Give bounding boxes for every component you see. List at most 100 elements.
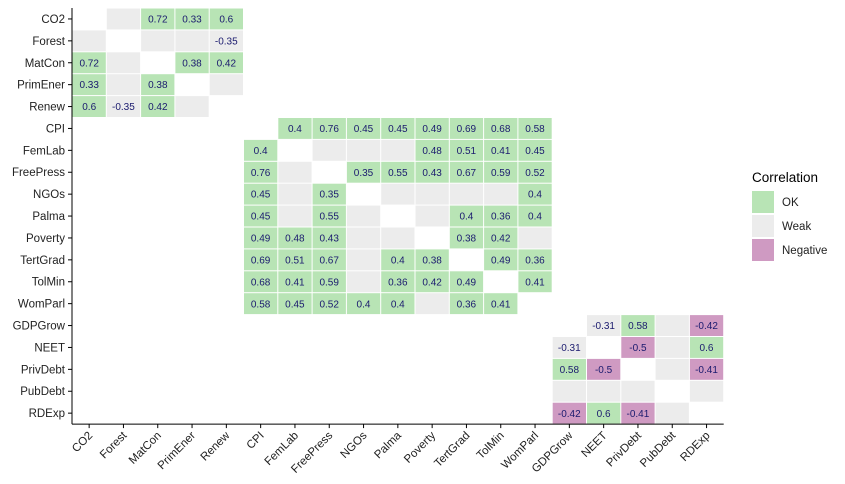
heatmap-cell-NGOs-FreePress: [312, 183, 346, 205]
cell-value-TertGrad-Palma: 0.4: [391, 255, 405, 266]
heatmap-cell-CPI-Poverty: [415, 118, 449, 139]
heatmap-cell-FreePress-CPI: [244, 161, 278, 183]
heatmap-cell-PrimEner-MatCon: [141, 74, 175, 96]
cell-value-Palma-WomParl: 0.4: [528, 212, 542, 223]
y-tick-label-Poverty: Poverty: [26, 233, 65, 245]
heatmap-cells: [72, 8, 724, 424]
x-tick-label-Renew: Renew: [199, 429, 233, 463]
heatmap-cell-FreePress-NGOs: [346, 161, 381, 183]
heatmap-cell-NEET-GDPGrow: [552, 337, 586, 358]
heatmap-cell-PubDebt-NEET: [587, 380, 621, 402]
cell-value-WomParl-Palma: 0.4: [391, 299, 405, 310]
cell-value-CPI-NGOs: 0.45: [354, 124, 374, 135]
heatmap-cell-TolMin-NGOs: [346, 271, 381, 293]
heatmap-cell-PrimEner-Forest: [106, 74, 141, 96]
cell-value-FemLab-TolMin: 0.41: [491, 146, 511, 157]
cell-value-WomParl-FemLab: 0.45: [285, 299, 305, 310]
heatmap-cell-TertGrad-FemLab: [278, 249, 312, 271]
cell-value-CO2-PrimEner: 0.33: [182, 15, 202, 26]
x-tick-label-TolMin: TolMin: [475, 430, 507, 462]
heatmap-cell-CPI-FreePress: [312, 118, 346, 139]
cell-value-NGOs-WomParl: 0.4: [528, 190, 542, 201]
cell-value-TertGrad-TolMin: 0.49: [491, 255, 511, 266]
cell-value-FreePress-CPI: 0.76: [251, 168, 271, 179]
cell-value-TertGrad-FemLab: 0.51: [285, 255, 305, 266]
heatmap-cell-FreePress-Palma: [381, 161, 415, 183]
cell-value-FemLab-WomParl: 0.45: [525, 146, 545, 157]
heatmap-cell-Renew-CO2: [72, 96, 106, 117]
cell-value-WomParl-NGOs: 0.4: [357, 299, 371, 310]
heatmap-cell-Forest-MatCon: [141, 30, 175, 52]
heatmap-cell-Poverty-FemLab: [278, 227, 312, 249]
y-tick-label-FreePress: FreePress: [12, 167, 65, 179]
cell-value-Palma-TertGrad: 0.4: [459, 212, 473, 223]
cell-value-NEET-PrivDebt: -0.5: [629, 343, 647, 354]
heatmap-cell-Poverty-FreePress: [312, 227, 346, 249]
heatmap-cell-WomParl-Poverty: [415, 293, 449, 315]
heatmap-cell-TertGrad-WomParl: [518, 249, 552, 271]
cell-value-CO2-Renew: 0.6: [219, 15, 233, 26]
heatmap-cell-CPI-NGOs: [346, 118, 381, 139]
cell-value-PrivDebt-GDPGrow: 0.58: [560, 365, 580, 376]
heatmap-cell-FemLab-WomParl: [518, 139, 552, 161]
heatmap-cell-CO2-Renew: [209, 8, 243, 30]
cell-value-RDExp-GDPGrow: -0.42: [558, 409, 581, 420]
heatmap-cell-GDPGrow-NEET: [587, 315, 621, 336]
heatmap-cell-NGOs-TertGrad: [449, 183, 484, 205]
heatmap-cell-Poverty-CPI: [244, 227, 278, 249]
heatmap-cell-WomParl-FemLab: [278, 293, 312, 315]
y-tick-label-NGOs: NGOs: [33, 189, 65, 201]
heatmap-cell-FemLab-Palma: [381, 139, 415, 161]
cell-value-RDExp-PrivDebt: -0.41: [627, 409, 650, 420]
cell-value-FreePress-WomParl: 0.52: [525, 168, 545, 179]
heatmap-cell-NEET-PrivDebt: [621, 337, 655, 358]
cell-value-FemLab-CPI: 0.4: [254, 146, 268, 157]
cell-value-Renew-Forest: -0.35: [112, 102, 135, 113]
heatmap-cell-TertGrad-FreePress: [312, 249, 346, 271]
cell-value-TolMin-CPI: 0.68: [251, 277, 271, 288]
heatmap-cell-CO2-PrimEner: [175, 8, 209, 30]
x-tick-label-PubDebt: PubDebt: [638, 429, 679, 470]
heatmap-cell-NGOs-WomParl: [518, 183, 552, 205]
heatmap-cell-FemLab-Poverty: [415, 139, 449, 161]
cell-value-Poverty-TolMin: 0.42: [491, 234, 511, 245]
heatmap-cell-PrivDebt-NEET: [587, 358, 621, 380]
heatmap-cell-NEET-RDExp: [689, 337, 724, 358]
heatmap-cell-FreePress-FemLab: [278, 161, 312, 183]
cell-value-Forest-Renew: -0.35: [215, 36, 238, 47]
heatmap-cell-CO2-Forest: [106, 8, 141, 30]
heatmap-cell-PubDebt-PrivDebt: [621, 380, 655, 402]
cell-value-NGOs-FreePress: 0.35: [319, 190, 339, 201]
cell-value-CPI-FemLab: 0.4: [288, 124, 302, 135]
cell-value-FemLab-TertGrad: 0.51: [457, 146, 477, 157]
y-tick-label-CO2: CO2: [41, 14, 65, 26]
cell-value-CPI-TertGrad: 0.69: [457, 124, 477, 135]
y-tick-label-PubDebt: PubDebt: [20, 386, 66, 398]
cell-value-FreePress-Poverty: 0.43: [422, 168, 442, 179]
cell-value-CO2-MatCon: 0.72: [148, 15, 168, 26]
legend-label-ok: OK: [782, 197, 799, 209]
heatmap-cell-TertGrad-Palma: [381, 249, 415, 271]
heatmap-cell-RDExp-NEET: [587, 402, 621, 424]
heatmap-cell-TolMin-WomParl: [518, 271, 552, 293]
y-tick-label-TertGrad: TertGrad: [20, 255, 65, 267]
x-tick-label-NGOs: NGOs: [339, 430, 370, 461]
cell-value-Poverty-TertGrad: 0.38: [457, 234, 477, 245]
heatmap-cell-FreePress-TolMin: [484, 161, 518, 183]
cell-value-NEET-RDExp: 0.6: [700, 343, 714, 354]
cell-value-GDPGrow-PrivDebt: 0.58: [628, 321, 648, 332]
y-tick-label-Forest: Forest: [32, 36, 65, 48]
heatmap-cell-Poverty-Palma: [381, 227, 415, 249]
heatmap-cell-TertGrad-Poverty: [415, 249, 449, 271]
heatmap-cell-PrivDebt-RDExp: [689, 358, 724, 380]
y-tick-label-FemLab: FemLab: [23, 145, 65, 157]
cell-value-PrimEner-CO2: 0.33: [79, 80, 99, 91]
heatmap-cell-Forest-CO2: [72, 30, 106, 52]
cell-value-FreePress-TertGrad: 0.67: [457, 168, 477, 179]
cell-value-TertGrad-WomParl: 0.36: [525, 255, 545, 266]
y-tick-label-MatCon: MatCon: [25, 58, 65, 70]
cell-value-Palma-TolMin: 0.36: [491, 212, 511, 223]
y-tick-label-WomParl: WomParl: [18, 299, 65, 311]
heatmap-cell-Palma-WomParl: [518, 205, 552, 227]
y-tick-label-CPI: CPI: [46, 123, 65, 135]
